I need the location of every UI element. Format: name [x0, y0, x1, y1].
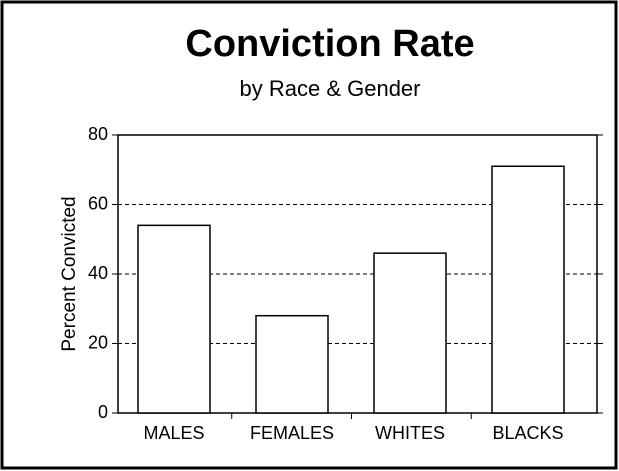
chart-subtitle: by Race & Gender	[240, 76, 421, 101]
bar	[255, 314, 329, 414]
plot-area	[117, 134, 598, 414]
y-axis-label: Percent Convicted	[59, 196, 80, 351]
x-tick-label: BLACKS	[492, 423, 563, 443]
bar	[373, 252, 447, 414]
bar	[491, 165, 565, 414]
x-tick-label: FEMALES	[250, 423, 334, 443]
bar	[137, 224, 211, 414]
y-tick-label: 20	[88, 332, 108, 352]
y-tick-label: 0	[98, 402, 108, 422]
y-tick-label: 80	[88, 124, 108, 144]
x-tick-label: MALES	[143, 423, 204, 443]
y-tick-label: 60	[88, 193, 108, 213]
y-tick-label: 40	[88, 263, 108, 283]
x-tick-label: WHITES	[375, 423, 445, 443]
chart-title: Conviction Rate	[185, 23, 474, 65]
